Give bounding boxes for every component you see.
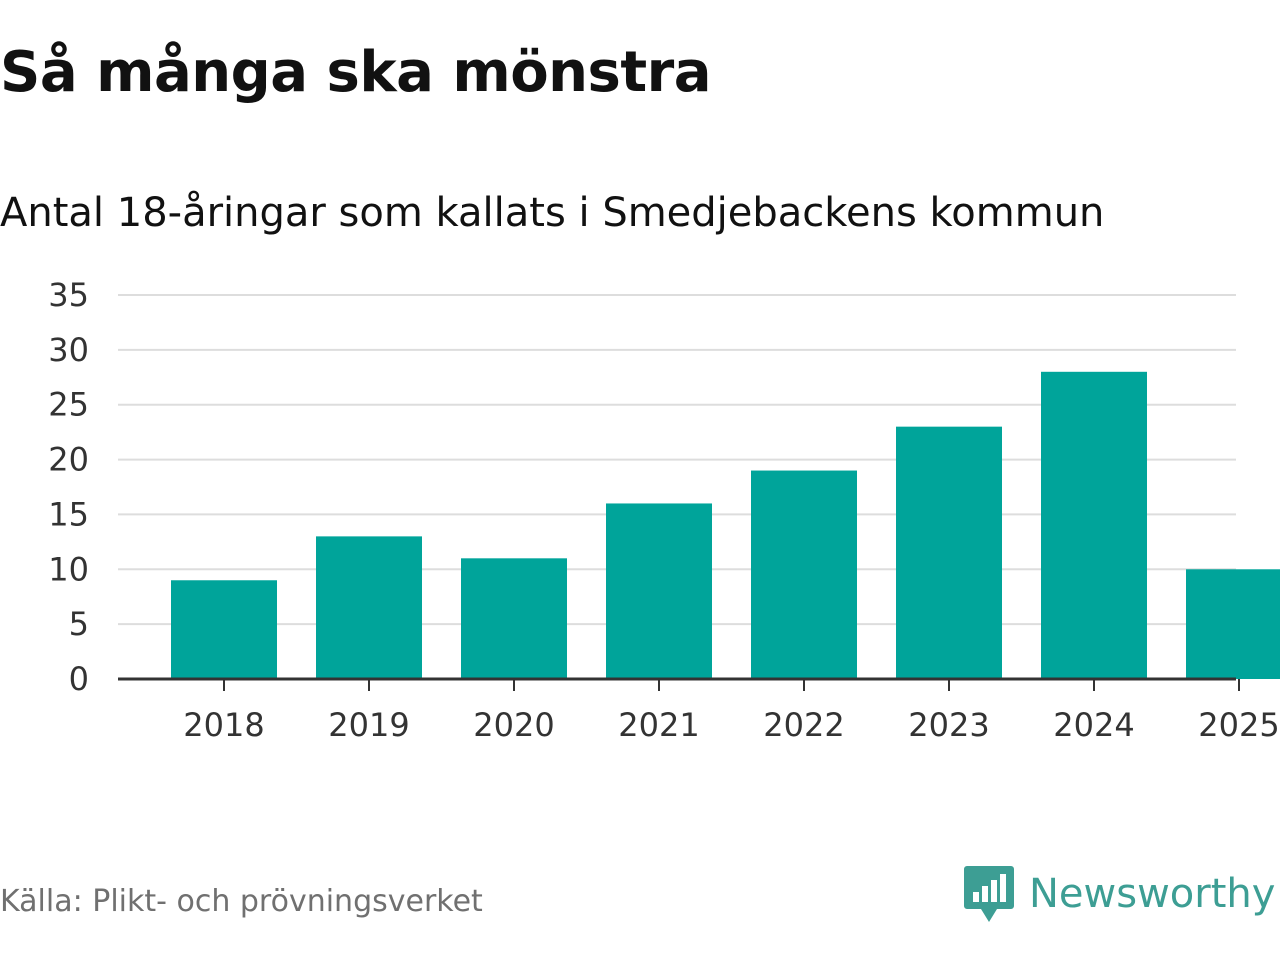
chart-title: Så många ska mönstra xyxy=(0,40,712,105)
y-tick-label: 15 xyxy=(48,495,89,533)
y-tick-label: 30 xyxy=(48,331,89,369)
y-tick-label: 35 xyxy=(48,276,89,314)
bar xyxy=(751,470,857,679)
bar xyxy=(461,558,567,679)
bar xyxy=(606,503,712,679)
bar xyxy=(171,580,277,679)
x-tick-label: 2023 xyxy=(908,706,989,744)
y-tick-label: 5 xyxy=(69,605,89,643)
x-tick-label: 2018 xyxy=(183,706,264,744)
y-tick-label: 0 xyxy=(69,660,89,698)
brand-name: Newsworthy xyxy=(1029,871,1276,917)
source-note: Källa: Plikt- och prövningsverket xyxy=(0,884,483,919)
bar xyxy=(896,426,1002,679)
bar xyxy=(316,536,422,679)
y-tick-label: 20 xyxy=(48,441,89,479)
x-tick-label: 2020 xyxy=(473,706,554,744)
bar xyxy=(1041,371,1147,679)
y-tick-label: 25 xyxy=(48,386,89,424)
y-tick-label: 10 xyxy=(48,550,89,588)
x-tick-label: 2022 xyxy=(763,706,844,744)
chart-subtitle: Antal 18-åringar som kallats i Smedjebac… xyxy=(0,190,1105,236)
x-tick-label: 2019 xyxy=(328,706,409,744)
brand-logo: Newsworthy xyxy=(963,864,1275,924)
x-tick-label: 2021 xyxy=(618,706,699,744)
x-tick-label: 2024 xyxy=(1053,706,1134,744)
newsworthy-logo-icon xyxy=(964,866,1014,922)
bar xyxy=(1186,569,1280,679)
x-tick-label: 2025 xyxy=(1198,706,1279,744)
